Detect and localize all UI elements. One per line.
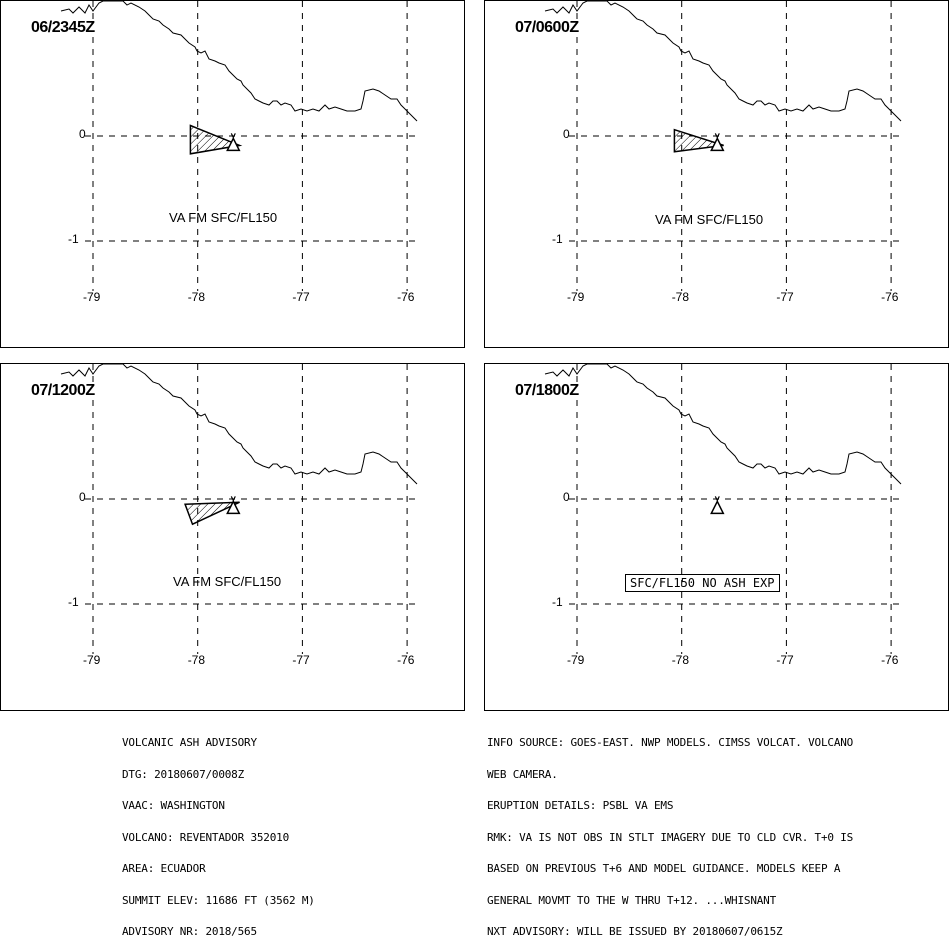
advisory-line: RMK: VA IS NOT OBS IN STLT IMAGERY DUE T… [487, 830, 854, 844]
lat-tick-label: 0 [563, 127, 570, 141]
lat-tick-label: -1 [552, 232, 563, 246]
lon-tick-label: -77 [776, 653, 794, 667]
lon-tick-label: -76 [881, 290, 899, 304]
lon-tick-label: -76 [397, 290, 415, 304]
advisory-line: BASED ON PREVIOUS T+6 AND MODEL GUIDANCE… [487, 862, 841, 875]
advisory-line: SUMMIT ELEV: 11686 FT (3562 M) [122, 893, 315, 907]
lon-tick-label: -79 [567, 290, 585, 304]
map-canvas [544, 1, 905, 291]
advisory-line: INFO SOURCE: GOES-EAST. NWP MODELS. CIMS… [487, 736, 854, 749]
advisory-line: GENERAL MOVMT TO THE W THRU T+12. ...WHI… [487, 893, 777, 907]
forecast-panel-4: 07/1800Z SFC/FL150 NO ASH EXP -79 -78 -77 -… [484, 363, 949, 711]
ash-plume-area [673, 128, 724, 153]
lon-tick-label: -78 [187, 290, 206, 304]
lon-tick-label: -79 [567, 653, 585, 667]
forecast-panel-2: 07/0600Z VA FM SFC/FL150 -79 -78 -77 -76 0 -1 [484, 0, 949, 348]
ash-plume-area [189, 124, 243, 155]
ash-plume-area [184, 501, 240, 526]
volcano-vent-icon [714, 133, 720, 139]
ash-level-label: VA FM SFC/FL150 [655, 212, 764, 227]
panel-time: 07/1800Z [513, 382, 581, 400]
country-border [544, 1, 902, 122]
forecast-panel-1: 06/2345Z VA FM SFC/FL150 -79 -78 -77 -76 0 -1 [0, 0, 465, 348]
advisory-line: VOLCANO: REVENTADOR 352010 [122, 830, 289, 844]
map-canvas [60, 1, 421, 291]
advisory-line: ERUPTION DETAILS: PSBL VA EMS [487, 799, 674, 812]
advisory-line: VAAC: WASHINGTON [122, 799, 225, 812]
volcano-icon [226, 499, 241, 515]
advisory-line: DTG: 20180607/0008Z [122, 767, 245, 781]
no-ash-label: SFC/FL150 NO ASH EXP [625, 574, 780, 592]
volcano-vent-icon [714, 496, 720, 502]
country-border [544, 364, 902, 485]
lon-tick-label: -77 [292, 653, 310, 667]
volcano-vent-icon [230, 496, 236, 502]
panel-time: 06/2345Z [29, 19, 97, 37]
advisory-line: WEB CAMERA. [487, 767, 558, 781]
lat-tick-label: 0 [79, 127, 86, 141]
country-border [60, 364, 418, 485]
lon-tick-label: -76 [881, 653, 899, 667]
advisory-line: ADVISORY NR: 2018/565 [122, 925, 257, 938]
volcano-icon [710, 499, 725, 515]
map-canvas [60, 364, 421, 654]
volcano-icon [710, 136, 725, 152]
lat-tick-label: -1 [552, 595, 563, 609]
advisory-remarks: INFO SOURCE: GOES-EAST. NWP MODELS. CIMS… [487, 717, 853, 948]
lon-tick-label: -78 [671, 290, 690, 304]
lat-tick-label: 0 [563, 490, 570, 504]
lon-tick-label: -79 [83, 653, 101, 667]
forecast-panel-3: 07/1200Z VA FM SFC/FL150 -79 -78 -77 -76 0 -1 [0, 363, 465, 711]
map-canvas [544, 364, 905, 654]
lon-tick-label: -78 [671, 653, 690, 667]
advisory-line: AREA: ECUADOR [122, 862, 206, 875]
country-border [60, 1, 418, 122]
panel-time: 07/1200Z [29, 382, 97, 400]
volcano-vent-icon [230, 133, 236, 139]
advisory-line: VOLCANIC ASH ADVISORY [122, 736, 257, 749]
volcano-icon [226, 136, 241, 152]
lat-tick-label: -1 [68, 595, 79, 609]
advisory-header: VOLCANIC ASH ADVISORY DTG: 20180607/0008… [122, 717, 315, 948]
lat-tick-label: 0 [79, 490, 86, 504]
ash-level-label: VA FM SFC/FL150 [173, 574, 282, 589]
lon-tick-label: -76 [397, 653, 415, 667]
advisory-line: NXT ADVISORY: WILL BE ISSUED BY 20180607… [487, 925, 783, 938]
lon-tick-label: -78 [187, 653, 206, 667]
lon-tick-label: -77 [776, 290, 794, 304]
lat-tick-label: -1 [68, 232, 79, 246]
lon-tick-label: -79 [83, 290, 101, 304]
lon-tick-label: -77 [292, 290, 310, 304]
ash-level-label: VA FM SFC/FL150 [169, 210, 278, 225]
panel-time: 07/0600Z [513, 19, 581, 37]
